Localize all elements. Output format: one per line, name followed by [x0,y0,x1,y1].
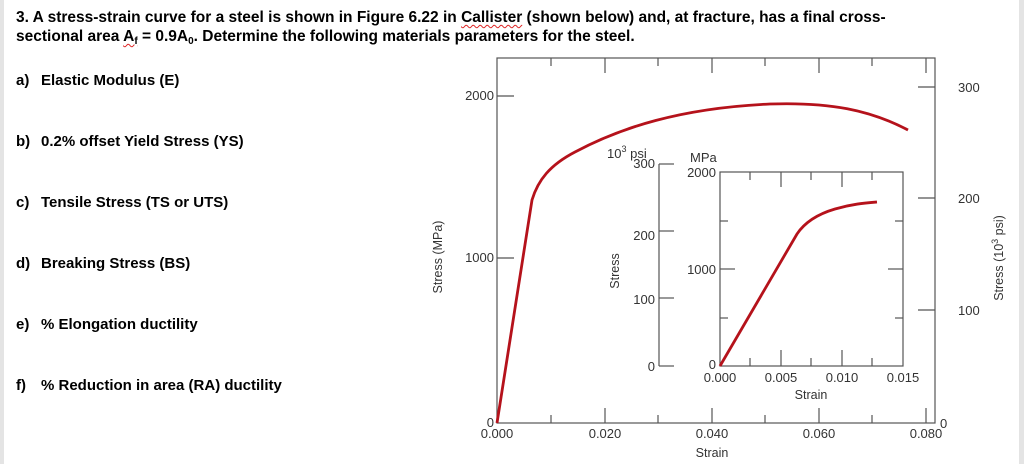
question-item-f: f) % Reduction in area (RA) ductility [16,377,282,394]
y-tick-label: 0 [487,415,494,430]
item-letter: f) [16,377,26,394]
main-x-axis-title: Strain [696,446,729,460]
question-text: 3. A stress-strain curve for a steel is … [16,9,462,26]
inset-psi-unit: 103 psi [607,144,647,161]
inset-x-tick-label: 0.010 [826,370,859,385]
inset-plot [658,163,904,367]
inset-y-axis-title: Stress [608,253,622,288]
y-right-tick-label: 300 [958,80,980,95]
y-right-tick-label: 100 [958,303,980,318]
right-margin-bar [1019,0,1024,464]
inset-mpa-tick-labels: 2000 1000 0 [687,165,716,372]
main-plot-frame [496,57,936,424]
main-x-tick-labels: 0.000 0.020 0.040 0.060 0.080 [481,426,943,441]
item-letter: a) [16,72,30,89]
question-item-e: e) % Elongation ductility [16,316,198,333]
question-text: sectional area [16,28,124,45]
y-tick-label: 2000 [465,88,494,103]
question-text: (shown below) and, at fracture, has a fi… [522,9,886,26]
question-item-a: a) Elastic Modulus (E) [16,72,179,89]
spellcheck-word-callister[interactable]: Callister [461,9,523,26]
x-tick-label: 0.040 [696,426,729,441]
question-heading: 3. A stress-strain curve for a steel is … [16,8,1006,51]
item-letter: b) [16,133,31,150]
item-text: Elastic Modulus (E) [41,72,180,89]
item-text: % Elongation ductility [41,316,198,333]
item-text: Breaking Stress (BS) [41,255,191,272]
item-letter: e) [16,316,30,333]
question-text: . Determine the following materials para… [193,28,635,45]
item-letter: c) [16,194,30,211]
x-tick-label: 0.020 [589,426,622,441]
question-item-d: d) Breaking Stress (BS) [16,255,190,272]
item-letter: d) [16,255,31,272]
a0-subscript: 0 [188,36,194,47]
inset-ksi-tick-label: 100 [633,292,655,307]
inset-ksi-tick-label: 300 [633,156,655,171]
main-y-left-tick-labels: 0 1000 2000 [465,88,494,430]
main-stress-strain-curve [495,102,909,424]
left-margin-bar [0,0,4,464]
item-text: 0.2% offset Yield Stress (YS) [41,133,244,150]
x-tick-label: 0.000 [481,426,514,441]
question-text: = 0.9A [137,28,189,45]
inset-ksi-tick-label: 0 [648,359,655,374]
item-text: Tensile Stress (TS or UTS) [41,194,229,211]
af-subscript: f [134,36,138,47]
main-y-axis-title-left: Stress (MPa) [431,221,445,294]
inset-x-tick-labels: 0.000 0.005 0.010 0.015 [704,370,920,385]
main-y-axis-title-right: Stress (103 psi) [990,215,1006,301]
inset-mpa-tick-label: 0 [709,357,716,372]
inset-x-tick-label: 0.015 [887,370,920,385]
main-y-right-tick-labels: 0 100 200 300 [940,80,980,431]
af-symbol: A [123,28,135,45]
question-item-b: b) 0.2% offset Yield Stress (YS) [16,133,244,150]
inset-x-tick-label: 0.005 [765,370,798,385]
inset-x-axis-title: Strain [795,388,828,402]
y-right-tick-label: 200 [958,191,980,206]
inset-x-tick-label: 0.000 [704,370,737,385]
x-tick-label: 0.060 [803,426,836,441]
inset-mpa-tick-label: 1000 [687,262,716,277]
y-tick-label: 1000 [465,250,494,265]
item-text: % Reduction in area (RA) ductility [41,377,282,394]
inset-mpa-unit: MPa [690,150,718,165]
inset-ksi-tick-label: 200 [633,228,655,243]
inset-ksi-tick-labels: 300 200 100 0 [633,156,655,374]
spellcheck-word-af[interactable]: Af [123,28,138,47]
main-plot [496,57,936,424]
inset-stress-strain-curve [718,200,878,367]
inset-mpa-tick-label: 2000 [687,165,716,180]
x-tick-label: 0.080 [910,426,943,441]
question-item-c: c) Tensile Stress (TS or UTS) [16,194,228,211]
y-right-tick-label: 0 [940,416,947,431]
